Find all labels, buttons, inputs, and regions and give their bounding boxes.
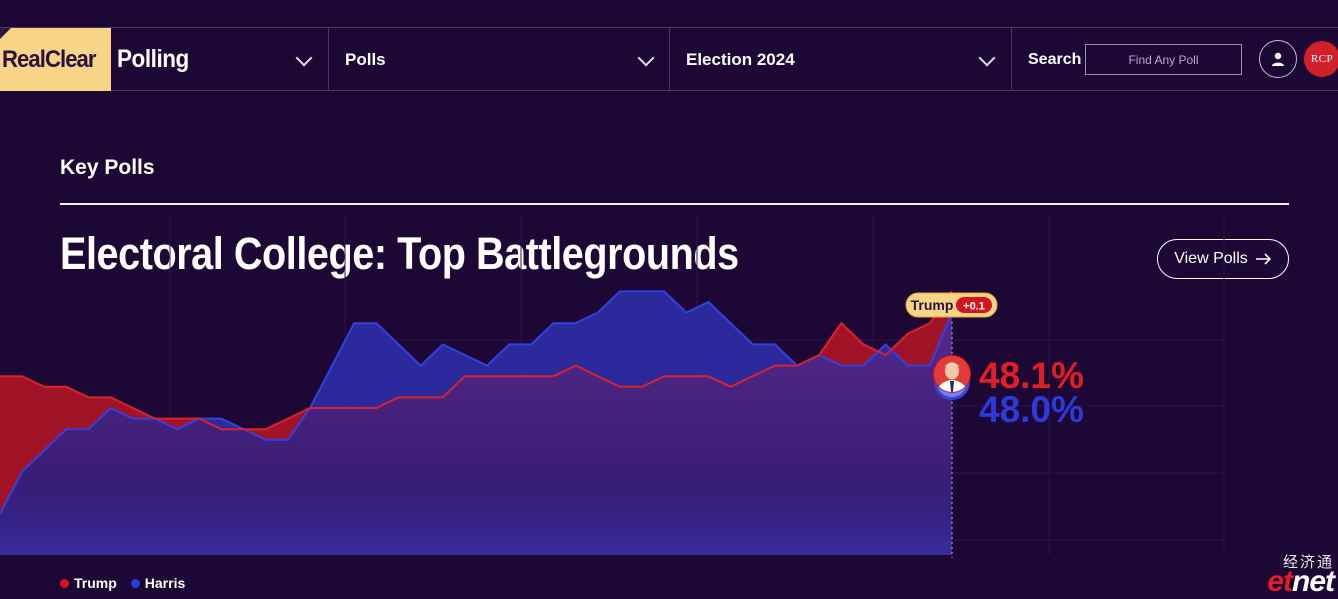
harris-value: 48.0% <box>979 389 1084 430</box>
polls-menu[interactable]: Polls <box>345 49 386 69</box>
rcp-badge[interactable]: RCP <box>1304 41 1338 77</box>
etnet-watermark: 经济通 etnet <box>1248 551 1338 598</box>
legend-label: Trump <box>74 575 117 591</box>
trump-avatar <box>933 355 971 393</box>
watermark-en-text: net <box>1292 565 1335 598</box>
page-headline: Electoral College: Top Battlegrounds <box>60 228 739 279</box>
user-account-button[interactable] <box>1259 40 1297 78</box>
trump-series-line <box>0 290 953 431</box>
watermark-en: etnet <box>1267 565 1335 598</box>
view-polls-label: View Polls <box>1174 250 1248 267</box>
chevron-down-icon[interactable] <box>637 49 655 67</box>
user-icon <box>1272 52 1284 66</box>
arrow-right-icon <box>1255 253 1271 265</box>
logo-suffix[interactable]: Polling <box>117 45 189 73</box>
chart-legend: Trump Harris <box>60 575 185 591</box>
logo-text: RealClear <box>2 45 97 73</box>
leader-tooltip[interactable]: Trump +0.1 <box>905 292 998 318</box>
watermark-cn: 经济通 <box>1282 553 1334 571</box>
top-nav: RealClear Polling Polls Election 2024 Se… <box>0 27 1338 91</box>
tooltip-margin: +0.1 <box>963 301 985 313</box>
chevron-down-icon[interactable] <box>978 49 996 67</box>
legend-label: Harris <box>144 575 186 591</box>
tooltip-leader: Trump <box>911 297 954 313</box>
section-title: Key Polls <box>60 156 155 179</box>
trump-value: 48.1% <box>979 355 1084 396</box>
nav-divider <box>328 28 329 91</box>
chart-base-area <box>0 312 952 555</box>
search-input[interactable] <box>1085 44 1242 75</box>
chevron-down-icon[interactable] <box>295 49 313 67</box>
legend-swatch <box>130 578 140 588</box>
legend-item-harris[interactable]: Harris <box>130 575 186 591</box>
search-label: Search <box>1028 50 1082 68</box>
battleground-chart: Trump +0.1 48.1% 48.0% <box>0 215 1225 558</box>
harris-series-line <box>0 290 953 515</box>
view-polls-button[interactable]: View Polls <box>1157 239 1289 279</box>
nav-divider <box>1011 28 1012 91</box>
election-2024-menu[interactable]: Election 2024 <box>686 49 795 69</box>
nav-divider <box>669 28 670 91</box>
legend-swatch <box>60 578 69 588</box>
logo-corner-shape <box>0 28 11 39</box>
legend-item-trump[interactable]: Trump <box>60 575 117 591</box>
realclear-logo[interactable]: RealClear <box>0 28 111 91</box>
rcp-badge-text: RCP <box>1310 53 1334 65</box>
section-divider <box>60 203 1289 205</box>
